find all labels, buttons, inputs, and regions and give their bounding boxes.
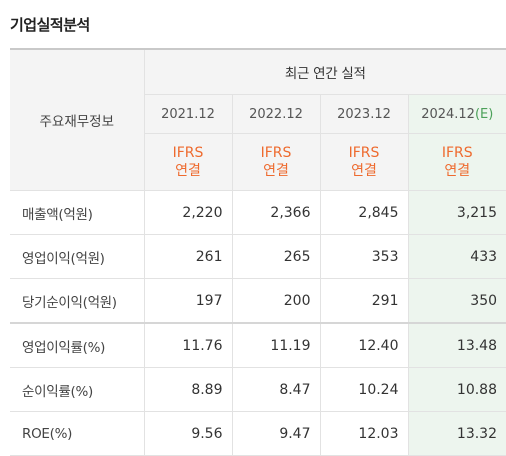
value-cell: 8.89 (144, 368, 232, 412)
basis-standard: IFRS (409, 144, 506, 162)
value-cell: 197 (144, 279, 232, 324)
table-row: 영업이익(억원) 261 265 353 433 (10, 235, 506, 279)
value-cell: 200 (232, 279, 320, 324)
value-cell: 265 (232, 235, 320, 279)
row-label: 매출액(억원) (10, 191, 144, 235)
year-header: 2021.12 (144, 95, 232, 134)
value-cell-estimate: 10.88 (408, 368, 506, 412)
value-cell: 8.47 (232, 368, 320, 412)
value-cell: 10.24 (320, 368, 408, 412)
basis-scope: 연결 (145, 162, 232, 180)
row-label: ROE(%) (10, 412, 144, 456)
value-cell: 2,220 (144, 191, 232, 235)
row-label: 영업이익률(%) (10, 323, 144, 368)
value-cell: 2,845 (320, 191, 408, 235)
row-label: 순이익률(%) (10, 368, 144, 412)
period-title: 최근 연간 실적 (144, 49, 506, 95)
basis-standard: IFRS (145, 144, 232, 162)
basis-standard: IFRS (321, 144, 408, 162)
value-cell: 11.76 (144, 323, 232, 368)
table-row: 매출액(억원) 2,220 2,366 2,845 3,215 (10, 191, 506, 235)
table-row: 순이익률(%) 8.89 8.47 10.24 10.88 (10, 368, 506, 412)
value-cell: 11.19 (232, 323, 320, 368)
value-cell: 12.40 (320, 323, 408, 368)
value-cell: 12.03 (320, 412, 408, 456)
row-label: 당기순이익(억원) (10, 279, 144, 324)
estimate-mark: (E) (475, 107, 493, 122)
row-header-label: 주요재무정보 (10, 49, 144, 191)
value-cell-estimate: 13.32 (408, 412, 506, 456)
value-cell-estimate: 350 (408, 279, 506, 324)
year-label: 2024.12 (421, 107, 475, 122)
value-cell: 261 (144, 235, 232, 279)
financial-summary-table: 주요재무정보 최근 연간 실적 2021.12 2022.12 2023.12 … (10, 48, 506, 456)
value-cell-estimate: 3,215 (408, 191, 506, 235)
value-cell-estimate: 13.48 (408, 323, 506, 368)
row-label: 영업이익(억원) (10, 235, 144, 279)
value-cell: 9.47 (232, 412, 320, 456)
basis-scope: 연결 (233, 162, 320, 180)
table-row: ROE(%) 9.56 9.47 12.03 13.32 (10, 412, 506, 456)
value-cell: 9.56 (144, 412, 232, 456)
year-header: 2023.12 (320, 95, 408, 134)
basis-scope: 연결 (409, 162, 506, 180)
value-cell-estimate: 433 (408, 235, 506, 279)
table-row: 영업이익률(%) 11.76 11.19 12.40 13.48 (10, 323, 506, 368)
value-cell: 353 (320, 235, 408, 279)
basis-standard: IFRS (233, 144, 320, 162)
value-cell: 2,366 (232, 191, 320, 235)
value-cell: 291 (320, 279, 408, 324)
year-header-estimate: 2024.12(E) (408, 95, 506, 134)
table-row: 당기순이익(억원) 197 200 291 350 (10, 279, 506, 324)
section-title: 기업실적분석 (10, 14, 90, 35)
year-header: 2022.12 (232, 95, 320, 134)
basis-scope: 연결 (321, 162, 408, 180)
